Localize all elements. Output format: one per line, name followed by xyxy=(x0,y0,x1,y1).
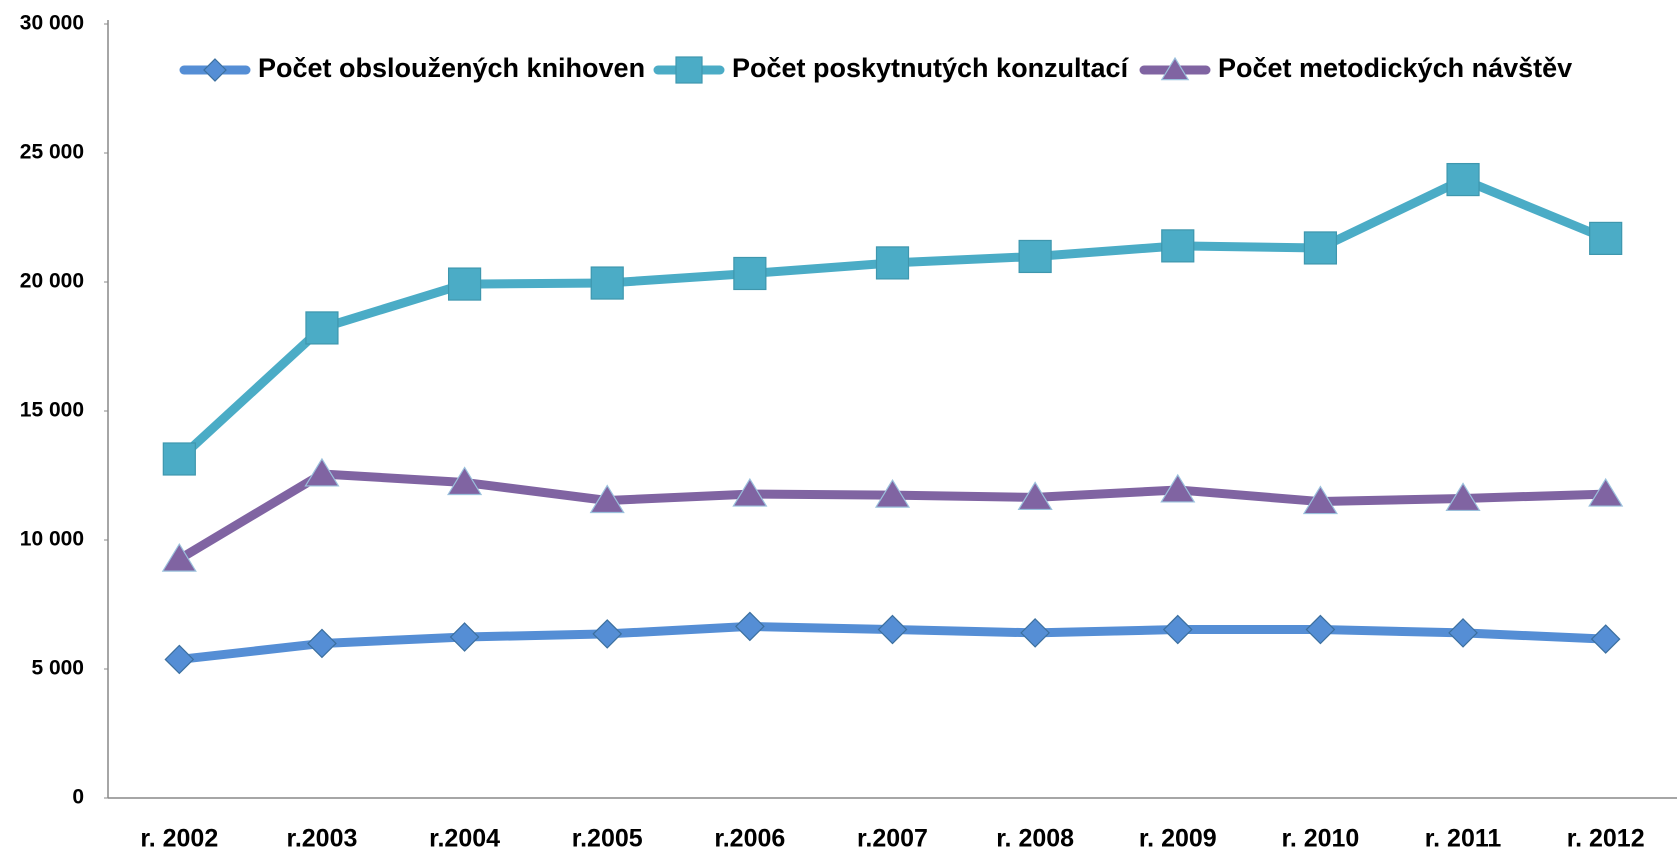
marker xyxy=(1017,481,1053,511)
y-tick-label: 15 000 xyxy=(20,399,84,422)
legend-label: Počet metodických návštěv xyxy=(1218,53,1572,83)
marker xyxy=(203,58,227,82)
marker xyxy=(304,457,340,487)
series-line xyxy=(174,175,1611,464)
marker xyxy=(1162,614,1193,645)
marker xyxy=(305,311,339,345)
marker xyxy=(1161,229,1195,263)
marker xyxy=(1160,56,1190,81)
x-tick-label: r. 2002 xyxy=(140,825,218,853)
marker xyxy=(161,542,197,572)
marker xyxy=(877,614,908,645)
marker xyxy=(447,267,482,301)
marker xyxy=(1448,618,1478,648)
marker xyxy=(307,628,337,659)
marker xyxy=(732,477,768,507)
marker xyxy=(1589,221,1623,255)
legend-label: Počet obsloužených knihoven xyxy=(258,53,645,83)
marker xyxy=(1302,485,1338,515)
marker xyxy=(164,644,195,675)
marker xyxy=(447,466,483,496)
x-tick-label: r. 2010 xyxy=(1281,825,1359,853)
marker xyxy=(1020,618,1050,648)
y-tick-label: 0 xyxy=(72,786,84,809)
x-tick-label: r.2003 xyxy=(286,825,357,853)
marker xyxy=(1018,239,1052,274)
x-tick-label: r. 2008 xyxy=(996,825,1074,853)
x-tick-label: r. 2012 xyxy=(1567,825,1645,853)
marker xyxy=(1445,482,1481,512)
marker xyxy=(449,622,480,652)
marker xyxy=(1160,473,1196,503)
marker xyxy=(1305,614,1336,645)
x-tick-label: r.2007 xyxy=(857,825,928,853)
marker xyxy=(1446,162,1480,197)
marker xyxy=(875,246,910,280)
marker xyxy=(733,256,767,291)
y-tick-label: 30 000 xyxy=(20,12,84,35)
marker xyxy=(1590,624,1621,654)
legend-label: Počet poskytnutých konzultací xyxy=(732,53,1130,83)
y-tick-label: 20 000 xyxy=(20,270,84,293)
marker xyxy=(1303,231,1338,265)
marker xyxy=(162,442,196,476)
marker xyxy=(735,611,765,642)
y-tick-label: 5 000 xyxy=(31,657,84,680)
marker xyxy=(589,484,625,514)
x-tick-label: r. 2009 xyxy=(1139,825,1217,853)
marker xyxy=(874,478,911,508)
x-tick-label: r. 2011 xyxy=(1425,825,1502,853)
x-tick-label: r.2004 xyxy=(429,825,500,853)
marker xyxy=(590,266,624,300)
marker xyxy=(1588,477,1624,507)
x-tick-label: r.2006 xyxy=(714,825,785,853)
y-tick-label: 25 000 xyxy=(20,141,84,164)
marker xyxy=(592,619,623,649)
x-tick-label: r.2005 xyxy=(572,825,643,853)
y-tick-label: 10 000 xyxy=(20,528,84,551)
marker xyxy=(675,56,703,84)
